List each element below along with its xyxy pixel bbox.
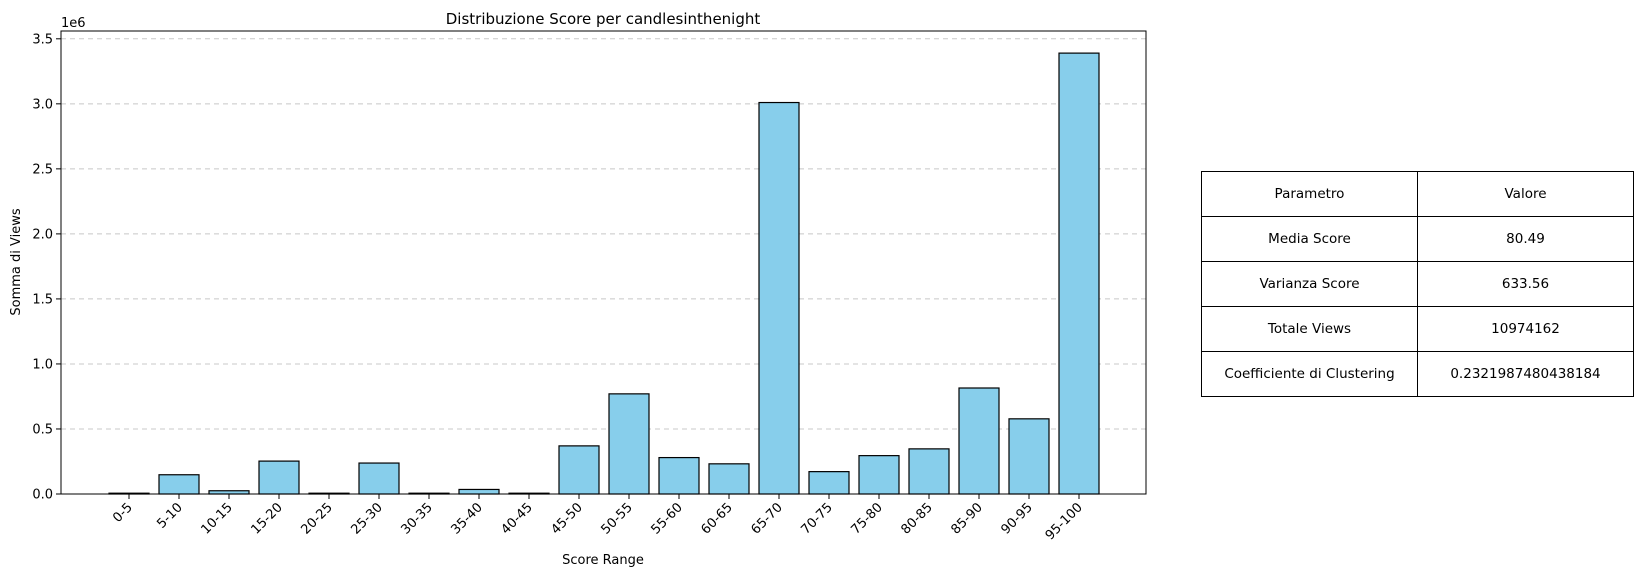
x-tick-label: 50-55 bbox=[599, 500, 636, 537]
table-cell: Varianza Score bbox=[1201, 261, 1418, 307]
table-cell: 0.2321987480438184 bbox=[1417, 351, 1634, 397]
table-cell: 633.56 bbox=[1417, 261, 1634, 307]
x-tick-label: 25-30 bbox=[349, 500, 386, 537]
table-row: Totale Views 10974162 bbox=[1201, 306, 1634, 352]
y-axis-scale-label: 1e6 bbox=[61, 16, 86, 31]
y-tick-label: 0.5 bbox=[32, 422, 53, 437]
bar-45-50 bbox=[558, 445, 600, 495]
bar-95-100 bbox=[1058, 52, 1100, 495]
y-tick-label: 1.0 bbox=[32, 357, 53, 372]
table-cell: 80.49 bbox=[1417, 216, 1634, 262]
x-axis-label: Score Range bbox=[562, 553, 644, 568]
x-tick-label: 95-100 bbox=[1043, 500, 1086, 543]
bar-15-20 bbox=[258, 460, 300, 495]
y-tick-label: 3.5 bbox=[32, 32, 53, 47]
bar-75-80 bbox=[858, 455, 900, 495]
bar-50-55 bbox=[608, 393, 650, 495]
bar-70-75 bbox=[808, 471, 850, 495]
bar-90-95 bbox=[1008, 418, 1050, 495]
y-tick-label: 1.5 bbox=[32, 292, 53, 307]
x-axis-ticks: 0-5 5-10 10-15 15-20 20-25 25-30 30-35 35-40 40-… bbox=[110, 494, 1086, 543]
y-axis-label: Somma di Views bbox=[9, 208, 24, 315]
table-header-row: Parametro Valore bbox=[1201, 171, 1634, 217]
x-tick-label: 15-20 bbox=[249, 500, 286, 537]
y-tick-label: 2.0 bbox=[32, 227, 53, 242]
y-axis-ticks: 0.0 0.5 1.0 1.5 2.0 2.5 3.0 3.5 bbox=[32, 32, 61, 503]
bar-85-90 bbox=[958, 387, 1000, 495]
x-tick-label: 20-25 bbox=[299, 500, 336, 537]
table-row: Media Score 80.49 bbox=[1201, 216, 1634, 262]
bar-5-10 bbox=[158, 474, 200, 495]
x-tick-label: 80-85 bbox=[899, 500, 936, 537]
plot-frame bbox=[60, 30, 1147, 495]
table-cell: Media Score bbox=[1201, 216, 1418, 262]
y-tick-label: 2.5 bbox=[32, 162, 53, 177]
table-row: Coefficiente di Clustering 0.23219874804… bbox=[1201, 351, 1634, 397]
bar-25-30 bbox=[358, 462, 400, 495]
table-cell: Totale Views bbox=[1201, 306, 1418, 352]
x-tick-label: 30-35 bbox=[399, 500, 436, 537]
chart-title: Distribuzione Score per candlesinthenigh… bbox=[446, 10, 761, 28]
table-cell: 10974162 bbox=[1417, 306, 1634, 352]
x-tick-label: 65-70 bbox=[749, 500, 786, 537]
x-tick-label: 90-95 bbox=[999, 500, 1036, 537]
x-tick-label: 40-45 bbox=[499, 500, 536, 537]
stats-table: Parametro Valore Media Score 80.49 Varia… bbox=[1201, 171, 1634, 397]
bar-55-60 bbox=[658, 456, 700, 495]
x-tick-label: 0-5 bbox=[110, 500, 136, 526]
x-tick-label: 60-65 bbox=[699, 500, 736, 537]
x-tick-label: 85-90 bbox=[949, 500, 986, 537]
x-tick-label: 55-60 bbox=[649, 500, 686, 537]
x-tick-label: 5-10 bbox=[154, 500, 185, 531]
x-tick-label: 70-75 bbox=[799, 500, 836, 537]
bar-60-65 bbox=[708, 463, 750, 495]
bar-65-70 bbox=[758, 101, 800, 495]
grid-lines bbox=[61, 38, 1146, 430]
y-tick-label: 3.0 bbox=[32, 97, 53, 112]
table-row: Varianza Score 633.56 bbox=[1201, 261, 1634, 307]
table-header-cell: Parametro bbox=[1201, 171, 1418, 217]
x-tick-label: 10-15 bbox=[199, 500, 236, 537]
table-header-cell: Valore bbox=[1417, 171, 1634, 217]
x-tick-label: 45-50 bbox=[549, 500, 586, 537]
bar-35-40 bbox=[458, 488, 500, 495]
bars bbox=[108, 52, 1100, 495]
y-tick-label: 0.0 bbox=[32, 488, 53, 503]
x-tick-label: 75-80 bbox=[849, 500, 886, 537]
table-cell: Coefficiente di Clustering bbox=[1201, 351, 1418, 397]
bar-chart: 0.0 0.5 1.0 1.5 2.0 2.5 3.0 3.5 0-5 5-10 10-15 15-… bbox=[9, 10, 1147, 568]
bar-80-85 bbox=[908, 448, 950, 495]
x-tick-label: 35-40 bbox=[449, 500, 486, 537]
